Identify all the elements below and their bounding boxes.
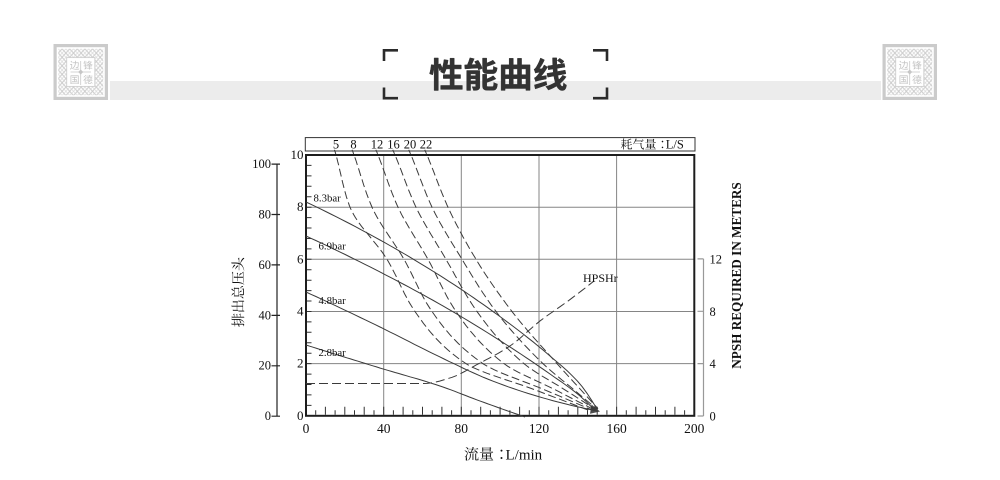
svg-text:8: 8: [710, 305, 716, 319]
svg-text:12: 12: [371, 138, 384, 152]
svg-text:2.8bar: 2.8bar: [319, 347, 347, 359]
svg-text:8.3bar: 8.3bar: [314, 193, 342, 205]
svg-text:80: 80: [259, 207, 272, 221]
svg-text:60: 60: [259, 258, 272, 272]
svg-text:0: 0: [710, 410, 716, 424]
svg-text:40: 40: [259, 308, 272, 322]
svg-text:4.8bar: 4.8bar: [319, 295, 347, 307]
svg-text:0: 0: [297, 408, 304, 423]
svg-text:0: 0: [303, 421, 310, 436]
svg-text:8: 8: [297, 199, 304, 214]
svg-text:4: 4: [297, 304, 304, 319]
svg-text:HPSHr: HPSHr: [583, 271, 618, 285]
svg-text:80: 80: [455, 421, 469, 436]
svg-text:8: 8: [350, 138, 356, 152]
svg-text:L/S: L/S: [666, 138, 684, 152]
svg-text:NPSH REQUIRED IN METERS: NPSH REQUIRED IN METERS: [729, 182, 744, 369]
svg-text:20: 20: [404, 138, 417, 152]
svg-text:12: 12: [710, 252, 723, 266]
svg-text:40: 40: [377, 421, 391, 436]
svg-text:20: 20: [259, 359, 272, 373]
svg-text:100: 100: [252, 157, 271, 171]
svg-text:0: 0: [265, 409, 271, 423]
svg-text:5: 5: [333, 138, 339, 152]
svg-text:160: 160: [606, 421, 627, 436]
svg-text:4: 4: [710, 357, 717, 371]
svg-text:6.9bar: 6.9bar: [319, 241, 347, 253]
svg-text:200: 200: [684, 421, 705, 436]
svg-text:2: 2: [297, 356, 304, 371]
svg-text:L/min: L/min: [506, 448, 543, 464]
svg-text:120: 120: [529, 421, 550, 436]
svg-text:6: 6: [297, 251, 304, 266]
svg-text:16: 16: [387, 138, 400, 152]
svg-text:22: 22: [420, 138, 433, 152]
svg-text:10: 10: [291, 147, 304, 162]
